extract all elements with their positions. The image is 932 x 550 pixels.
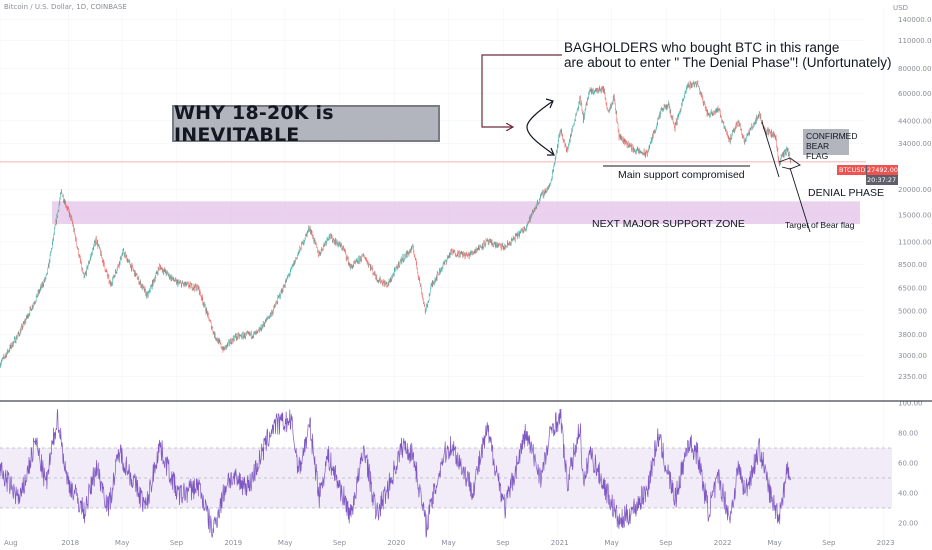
bear-target-label: Target of Bear flag xyxy=(785,220,855,230)
time-tick: May xyxy=(767,539,781,547)
flag-channel xyxy=(778,157,801,170)
symbol-label: Bitcoin / U.S. Dollar, 1D, COINBASE xyxy=(4,3,127,11)
time-axis[interactable]: Aug 2018 May Sep 2019 May Sep 2020 May Sep 2021 May… xyxy=(4,539,895,547)
time-tick: May xyxy=(441,539,455,547)
time-tick: 2021 xyxy=(551,539,569,547)
price-tick: 20000.00 xyxy=(898,186,931,194)
support-zone-band xyxy=(52,201,860,224)
time-tick: May xyxy=(604,539,618,547)
rsi-tick: 60.00 xyxy=(898,460,918,468)
last-price-tag[interactable]: BTCUSD 27492.00 20:37:27 xyxy=(837,165,899,185)
time-tick: Sep xyxy=(659,539,673,547)
rsi-axis[interactable]: 100.00 80.00 60.00 40.00 20.00 xyxy=(898,400,923,528)
price-tick: 80000.00 xyxy=(898,65,931,73)
price-tick: 15000.00 xyxy=(898,211,931,219)
candles-layer xyxy=(0,80,792,369)
brace-curve xyxy=(526,100,554,155)
time-tick: 2019 xyxy=(224,539,242,547)
bracket-arrow xyxy=(481,54,562,127)
time-tick: 2022 xyxy=(714,539,732,547)
time-tick: 2020 xyxy=(387,539,405,547)
time-tick: May xyxy=(278,539,292,547)
price-tick: 44000.00 xyxy=(898,117,931,125)
support-zone-label: NEXT MAJOR SUPPORT ZONE xyxy=(592,218,745,230)
price-tag-countdown: 20:37:27 xyxy=(867,176,897,184)
rsi-layer xyxy=(0,408,892,538)
rsi-tick: 20.00 xyxy=(898,520,918,528)
bear-flag-line-2: BEAR FLAG xyxy=(806,141,830,161)
time-tick: 2023 xyxy=(877,539,895,547)
price-tick: 60000.00 xyxy=(898,90,931,98)
price-tick: 11000.00 xyxy=(898,238,931,246)
rsi-tick: 40.00 xyxy=(898,490,918,498)
bear-flag-box: CONFIRMED BEAR FLAG xyxy=(803,129,858,161)
bear-flag-line-1: CONFIRMED xyxy=(806,131,858,141)
annotation-drawings xyxy=(481,54,811,233)
price-tick: 8500.00 xyxy=(898,261,927,269)
denial-phase-label: DENIAL PHASE xyxy=(808,187,885,199)
time-tick: 2018 xyxy=(61,539,79,547)
price-tick: 2350.00 xyxy=(898,373,927,381)
rsi-tick: 80.00 xyxy=(898,430,918,438)
price-tick: 3000.00 xyxy=(898,352,927,360)
time-tick: May xyxy=(115,539,129,547)
flag-target-line xyxy=(789,167,811,233)
brace-arrowhead-top xyxy=(545,98,554,109)
main-support-label: Main support compromised xyxy=(618,169,745,181)
price-tag-ticker: BTCUSD xyxy=(837,165,866,175)
price-tag-value: 27492.00 xyxy=(867,165,899,175)
price-axis[interactable]: 140000.00 110000.00 80000.00 60000.00 44000.… xyxy=(898,16,932,381)
time-tick: Sep xyxy=(822,539,836,547)
headline-text: WHY 18-20K is INEVITABLE xyxy=(174,101,334,146)
price-tick: 3800.00 xyxy=(898,331,927,339)
time-tick: Sep xyxy=(333,539,347,547)
time-tick: Aug xyxy=(4,539,18,547)
currency-label: USD xyxy=(893,4,908,12)
price-tick: 34000.00 xyxy=(898,140,931,148)
bagholders-line-1: BAGHOLDERS who bought BTC in this range xyxy=(564,40,840,55)
price-tick: 110000.00 xyxy=(898,37,932,45)
flag-pole xyxy=(761,121,780,178)
time-tick: Sep xyxy=(170,539,184,547)
price-tick: 140000.00 xyxy=(898,16,932,24)
time-tick: Sep xyxy=(496,539,510,547)
rsi-line xyxy=(0,408,792,538)
rsi-tick: 100.00 xyxy=(898,400,923,408)
price-tick: 5000.00 xyxy=(898,307,927,315)
brace-arrowhead-bottom xyxy=(547,147,555,156)
price-tick: 6500.00 xyxy=(898,284,927,292)
headline-box: WHY 18-20K is INEVITABLE xyxy=(172,102,440,146)
bagholders-note: BAGHOLDERS who bought BTC in this range … xyxy=(564,40,892,70)
bagholders-line-2: are about to enter " The Denial Phase"! … xyxy=(564,55,892,70)
